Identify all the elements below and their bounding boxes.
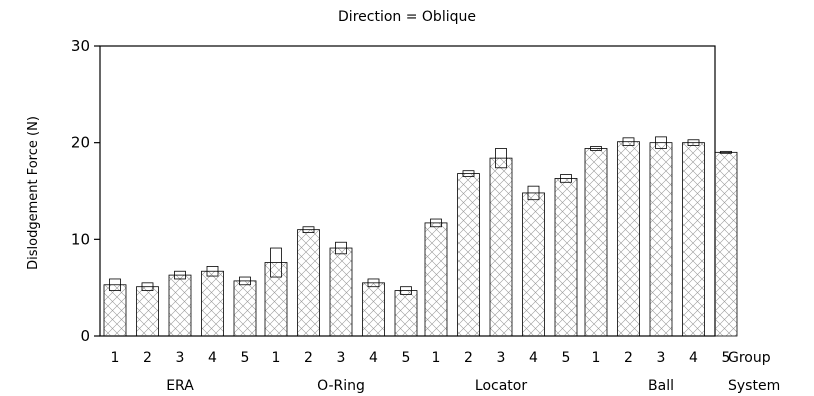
y-tick-label: 0	[80, 327, 90, 345]
system-label: ERA	[166, 378, 194, 394]
group-label: 4	[208, 350, 217, 366]
bar	[168, 274, 192, 337]
bar	[297, 229, 320, 337]
group-label: 1	[272, 350, 281, 366]
bar	[617, 141, 640, 337]
bar	[714, 151, 738, 337]
bar	[329, 247, 353, 337]
chart-title: Direction = Oblique	[338, 9, 476, 25]
x-axis-labels: 1 2 3 4 5 ERA 1 2 3 4 5 O-Ring 1 2 3 4 5 Locator 1 2 3 4 5 Ball…	[111, 350, 781, 394]
bar	[584, 148, 608, 337]
bar	[522, 192, 545, 337]
group-label: 4	[369, 350, 378, 366]
group-label: 2	[464, 350, 473, 366]
group-label: 2	[304, 350, 313, 366]
bar	[233, 280, 257, 337]
error-bar	[527, 185, 540, 201]
system-label: Ball	[648, 378, 674, 394]
y-tick-label: 20	[71, 134, 90, 152]
error-bar	[141, 282, 154, 291]
group-label: 5	[241, 350, 250, 366]
error-bar	[270, 247, 282, 278]
error-bar	[720, 150, 732, 154]
bar	[394, 290, 418, 337]
group-label: 5	[562, 350, 571, 366]
bar	[554, 178, 578, 337]
group-row-label: Group	[728, 350, 771, 366]
error-bar	[430, 218, 442, 228]
system-row-label: System	[728, 378, 780, 394]
group-label: 3	[497, 350, 506, 366]
error-bar	[239, 276, 251, 286]
bars	[103, 136, 738, 337]
group-label: 1	[432, 350, 441, 366]
error-bar	[495, 148, 507, 169]
system-label: Locator	[475, 378, 527, 394]
error-bar	[687, 139, 700, 146]
group-label: 4	[529, 350, 538, 366]
y-tick-label: 10	[71, 230, 90, 248]
bar	[264, 262, 288, 337]
error-bar	[206, 265, 219, 277]
y-axis: 0 10 20 30	[71, 37, 100, 345]
error-bar	[335, 241, 347, 255]
error-bar	[655, 136, 667, 149]
error-bar	[367, 278, 380, 288]
group-label: 1	[592, 350, 601, 366]
error-bar	[109, 278, 121, 291]
error-bar	[302, 226, 315, 233]
group-label: 4	[689, 350, 698, 366]
error-bar	[622, 137, 635, 146]
bar	[649, 142, 673, 337]
system-label: O-Ring	[317, 378, 365, 394]
bar	[103, 284, 127, 337]
group-label: 3	[176, 350, 185, 366]
group-label: 1	[111, 350, 120, 366]
group-label: 5	[722, 350, 731, 366]
bar	[424, 222, 448, 337]
bar	[457, 173, 480, 337]
group-label: 3	[657, 350, 666, 366]
bar	[682, 142, 705, 337]
bar	[201, 270, 224, 337]
bar	[136, 286, 159, 337]
group-label: 5	[402, 350, 411, 366]
group-label: 3	[337, 350, 346, 366]
error-bar	[560, 174, 572, 183]
bar	[489, 157, 513, 337]
y-tick-label: 30	[71, 37, 90, 55]
error-bar	[174, 270, 186, 280]
bar	[362, 282, 385, 337]
group-label: 2	[624, 350, 633, 366]
error-bar	[400, 286, 412, 295]
y-axis-label: Dislodgement Force (N)	[26, 116, 41, 270]
group-label: 2	[143, 350, 152, 366]
error-bar	[462, 170, 475, 177]
error-bar	[590, 146, 602, 151]
